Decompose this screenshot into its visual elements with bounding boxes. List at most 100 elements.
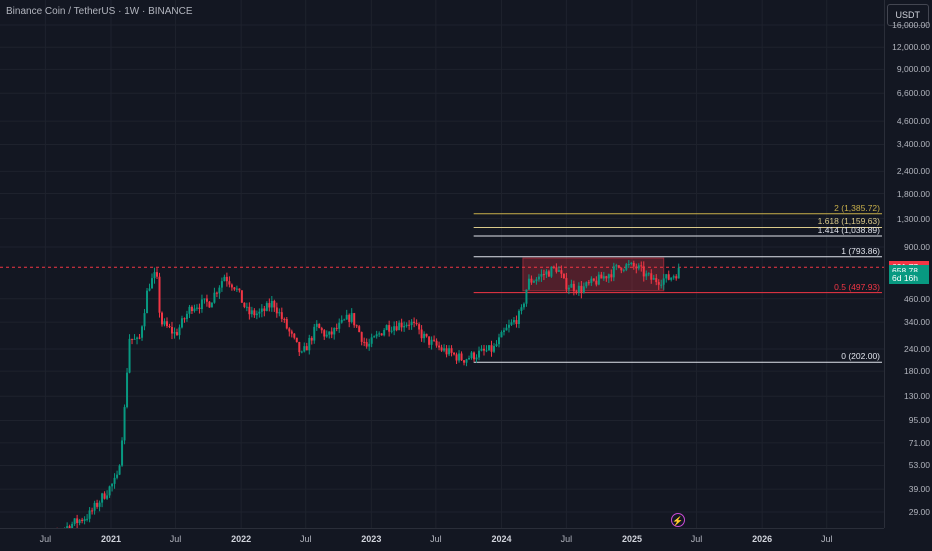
candle-body bbox=[76, 518, 79, 524]
candlestick-chart[interactable] bbox=[0, 0, 884, 528]
candle-body bbox=[438, 345, 441, 348]
candle-body bbox=[485, 350, 488, 352]
price-tick-label: 9,000.00 bbox=[896, 64, 930, 75]
candle-body bbox=[400, 322, 403, 328]
candle-body bbox=[647, 273, 650, 275]
candle-body bbox=[73, 518, 76, 524]
candle-body bbox=[580, 285, 583, 293]
candle-body bbox=[133, 338, 136, 340]
candle-body bbox=[615, 265, 618, 267]
candle-body bbox=[205, 298, 208, 302]
candle-body bbox=[488, 345, 491, 351]
candle-body bbox=[388, 325, 391, 332]
candle-body bbox=[111, 483, 114, 487]
candle-body bbox=[200, 299, 203, 309]
candle-body bbox=[620, 267, 623, 271]
price-tick-label: 4,600.00 bbox=[896, 116, 930, 127]
candle-body bbox=[627, 264, 630, 266]
candle-body bbox=[665, 274, 668, 279]
price-axis[interactable]: USDT 16,000.00 12,000.00 9,000.00 6,600.00 4… bbox=[884, 0, 932, 528]
candle-body bbox=[607, 274, 610, 279]
candle-body bbox=[562, 273, 565, 279]
price-tick-label: 6,600.00 bbox=[896, 88, 930, 99]
candle-body bbox=[365, 342, 368, 347]
candle-body bbox=[480, 348, 483, 351]
candle-body bbox=[121, 440, 124, 466]
candle-body bbox=[335, 327, 338, 329]
price-tick-label: 900.00 bbox=[904, 242, 930, 252]
candle-body bbox=[625, 264, 628, 270]
candle-body bbox=[343, 319, 346, 321]
time-tick-label: Jul bbox=[169, 534, 182, 544]
candle-body bbox=[173, 332, 176, 334]
candles bbox=[56, 260, 680, 528]
candle-body bbox=[305, 346, 308, 351]
candle-body bbox=[507, 324, 510, 328]
candle-body bbox=[128, 338, 131, 373]
candle-body bbox=[662, 278, 665, 285]
candle-body bbox=[190, 306, 193, 312]
candle-body bbox=[445, 348, 448, 355]
time-tick-label: Jul bbox=[39, 534, 52, 544]
candle-body bbox=[570, 283, 573, 288]
price-tick-label: 12,000.00 bbox=[892, 42, 930, 53]
candle-body bbox=[420, 329, 423, 339]
candle-body bbox=[632, 262, 635, 267]
time-tick-label: Jul bbox=[430, 534, 442, 544]
candle-body bbox=[617, 265, 620, 268]
candle-body bbox=[345, 314, 348, 320]
candle-body bbox=[455, 354, 458, 361]
candle-body bbox=[413, 321, 416, 323]
candle-body bbox=[575, 291, 578, 293]
candle-body bbox=[158, 276, 161, 313]
candle-body bbox=[136, 337, 139, 339]
candle-body bbox=[577, 285, 580, 293]
candle-body bbox=[535, 279, 538, 282]
candle-body bbox=[637, 265, 640, 269]
candle-body bbox=[458, 353, 461, 361]
candle-body bbox=[473, 352, 476, 360]
candle-body bbox=[415, 322, 418, 325]
fib-level-label: 0 (202.00) bbox=[841, 351, 880, 362]
candle-body bbox=[126, 372, 129, 408]
drawing-overlay bbox=[0, 213, 884, 363]
lightning-icon[interactable]: ⚡ bbox=[671, 513, 685, 527]
candle-body bbox=[587, 282, 590, 284]
candle-body bbox=[657, 282, 660, 285]
candle-body bbox=[258, 311, 261, 314]
candle-body bbox=[497, 337, 500, 345]
candle-body bbox=[68, 526, 71, 528]
candle-body bbox=[283, 318, 286, 320]
candle-body bbox=[572, 283, 575, 292]
candle-body bbox=[425, 333, 428, 337]
candle-body bbox=[250, 310, 253, 315]
candle-body bbox=[360, 332, 363, 342]
candle-body bbox=[263, 308, 266, 311]
candle-body bbox=[433, 339, 436, 341]
candle-body bbox=[113, 477, 116, 484]
candle-body bbox=[168, 326, 171, 328]
candle-body bbox=[670, 277, 673, 280]
candle-body bbox=[408, 324, 411, 326]
candle-body bbox=[645, 273, 648, 277]
time-axis[interactable]: Jul 2021 Jul 2022 Jul 2023 Jul 2024 Jul 2025 Jul 20… bbox=[0, 528, 884, 551]
price-tick-label: 71.00 bbox=[908, 437, 930, 448]
candle-body bbox=[328, 331, 331, 335]
candle-body bbox=[275, 307, 278, 314]
candle-body bbox=[375, 334, 378, 337]
candle-body bbox=[193, 308, 196, 312]
candle-body bbox=[141, 326, 144, 338]
candle-body bbox=[108, 486, 111, 496]
time-tick-label: 2023 bbox=[361, 534, 382, 544]
chart-area[interactable]: Binance Coin / TetherUS · 1W · BINANCE 2… bbox=[0, 0, 884, 528]
candle-body bbox=[490, 345, 493, 352]
symbol-title[interactable]: Binance Coin / TetherUS · 1W · BINANCE bbox=[6, 6, 193, 17]
time-tick-label: 2022 bbox=[231, 534, 252, 544]
currency-button[interactable]: USDT bbox=[886, 4, 929, 26]
candle-body bbox=[213, 292, 216, 303]
candle-body bbox=[532, 281, 535, 283]
candle-body bbox=[502, 330, 505, 333]
candle-body bbox=[630, 262, 633, 265]
candle-body bbox=[233, 287, 236, 290]
price-tick-label: 2,400.00 bbox=[896, 166, 930, 177]
